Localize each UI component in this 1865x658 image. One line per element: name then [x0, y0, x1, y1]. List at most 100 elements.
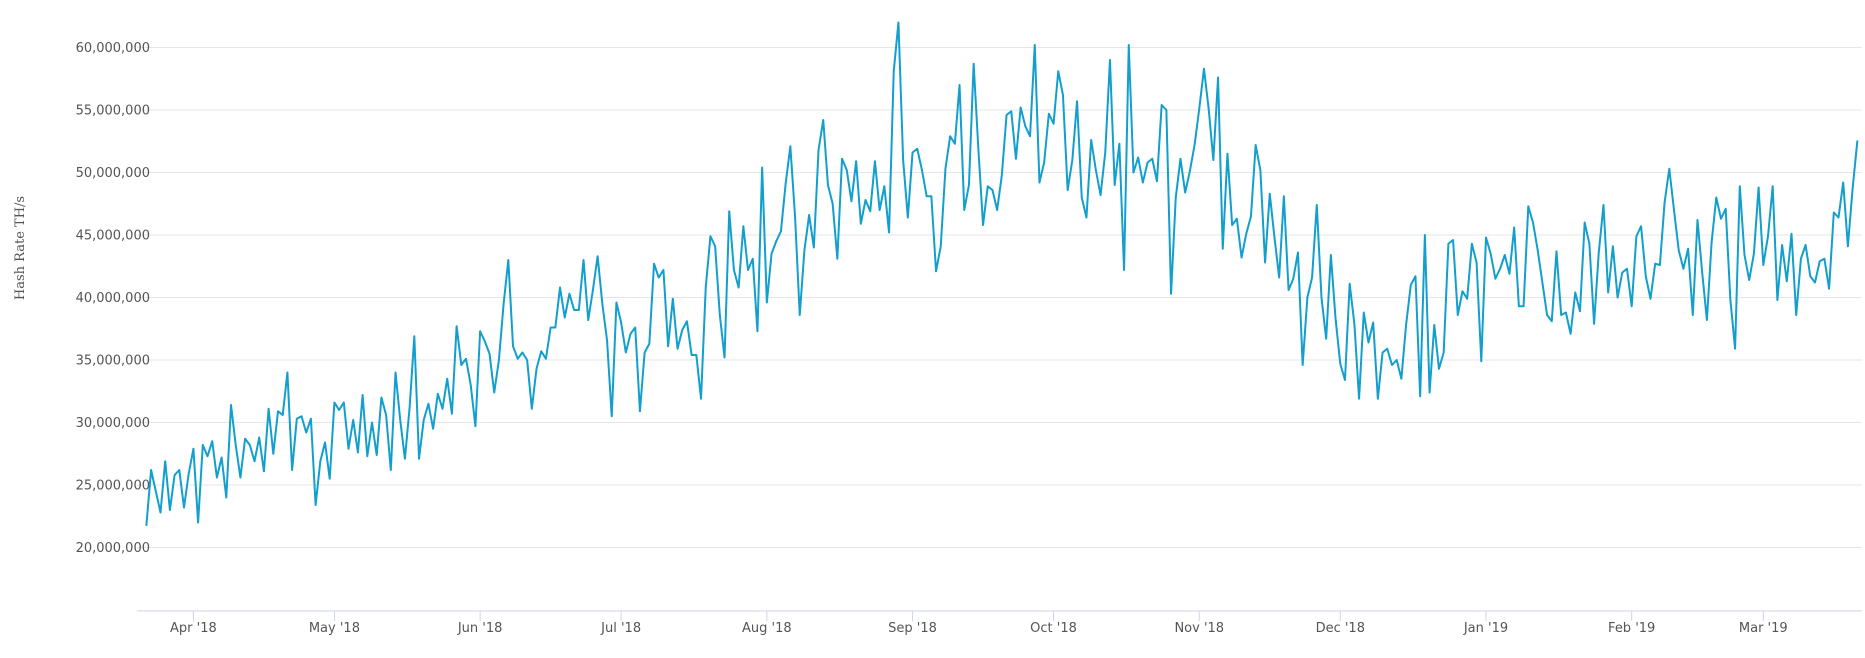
data-point	[822, 119, 825, 121]
data-point	[375, 454, 378, 456]
data-point	[921, 169, 923, 171]
data-point	[1701, 271, 1703, 274]
data-point	[643, 351, 646, 354]
data-point	[446, 377, 449, 380]
data-point	[1635, 235, 1638, 238]
data-point	[982, 224, 984, 226]
data-point	[1851, 187, 1854, 190]
data-point	[366, 455, 369, 458]
data-point	[305, 431, 308, 434]
data-point	[972, 62, 975, 65]
data-point	[1066, 189, 1069, 191]
data-point	[1818, 260, 1821, 263]
data-point	[183, 506, 185, 509]
data-point	[737, 286, 740, 289]
data-point	[869, 210, 872, 213]
data-point	[1616, 296, 1619, 299]
data-point	[789, 145, 792, 148]
data-point	[1842, 181, 1844, 184]
data-point	[187, 472, 190, 475]
data-point	[1198, 107, 1201, 110]
data-point	[775, 240, 778, 243]
data-point	[907, 216, 909, 219]
data-point	[159, 511, 162, 514]
data-point	[314, 504, 317, 506]
data-point	[488, 352, 491, 355]
data-point	[1254, 144, 1257, 146]
data-point	[949, 135, 951, 138]
series-points	[145, 21, 1859, 526]
data-point	[916, 147, 919, 150]
data-point	[709, 235, 712, 238]
data-point	[554, 326, 557, 329]
data-point	[1123, 269, 1125, 271]
data-point	[1706, 319, 1708, 321]
data-point	[1438, 367, 1440, 370]
data-point	[1663, 201, 1666, 204]
data-point	[1607, 291, 1609, 294]
data-point	[986, 185, 989, 188]
series-line	[145, 21, 1859, 526]
data-point	[197, 521, 199, 524]
data-point	[568, 292, 571, 295]
data-point	[1494, 277, 1497, 280]
data-point	[1301, 364, 1304, 366]
data-point	[855, 160, 857, 163]
data-point	[625, 351, 627, 354]
data-point	[662, 269, 665, 271]
data-point	[902, 159, 904, 161]
data-point	[1800, 257, 1802, 260]
data-point	[1786, 280, 1788, 283]
data-point	[1565, 311, 1567, 314]
data-point	[272, 452, 275, 455]
data-point	[1109, 59, 1111, 61]
data-point	[1033, 44, 1036, 46]
y-tick-label: 45,000,000	[76, 229, 150, 244]
data-point	[1466, 297, 1468, 300]
data-point	[1626, 267, 1628, 270]
data-point	[1508, 272, 1511, 275]
data-point	[474, 425, 477, 428]
data-point	[150, 469, 152, 471]
data-point	[864, 199, 867, 201]
data-point	[399, 419, 402, 421]
data-point	[206, 455, 209, 458]
data-point	[319, 460, 322, 463]
data-point	[469, 384, 472, 386]
data-point	[1673, 209, 1675, 211]
data-point	[780, 230, 782, 233]
y-axis-tick-labels: 20,000,000 25,000,000 30,000,000 35,000,000…	[76, 41, 150, 556]
data-point	[606, 339, 608, 341]
data-point	[1804, 244, 1807, 246]
data-point	[1823, 257, 1826, 260]
data-point	[850, 200, 853, 203]
data-point	[1640, 225, 1642, 228]
data-point	[719, 314, 721, 316]
data-point	[343, 401, 345, 404]
data-point	[1029, 135, 1031, 138]
data-point	[249, 444, 251, 446]
data-point	[1240, 256, 1243, 259]
data-point	[432, 427, 434, 430]
data-point	[1456, 314, 1459, 316]
data-point	[559, 286, 561, 289]
data-point	[1268, 192, 1271, 195]
data-point	[963, 209, 966, 211]
data-point	[1776, 299, 1779, 301]
x-tick-label: Dec '18	[1316, 621, 1365, 636]
data-point	[1179, 157, 1182, 160]
data-point	[1142, 181, 1144, 184]
x-tick-label: Jul '18	[600, 621, 641, 636]
data-point	[535, 367, 538, 370]
data-point	[1113, 184, 1116, 186]
data-point	[1442, 351, 1445, 354]
data-point	[1160, 104, 1163, 106]
data-point	[1250, 215, 1252, 218]
data-point	[1489, 252, 1492, 255]
data-point	[892, 70, 895, 73]
data-point	[479, 330, 481, 333]
data-point	[1165, 109, 1168, 111]
data-point	[164, 460, 166, 463]
data-point	[845, 169, 848, 171]
data-point	[1433, 324, 1436, 326]
